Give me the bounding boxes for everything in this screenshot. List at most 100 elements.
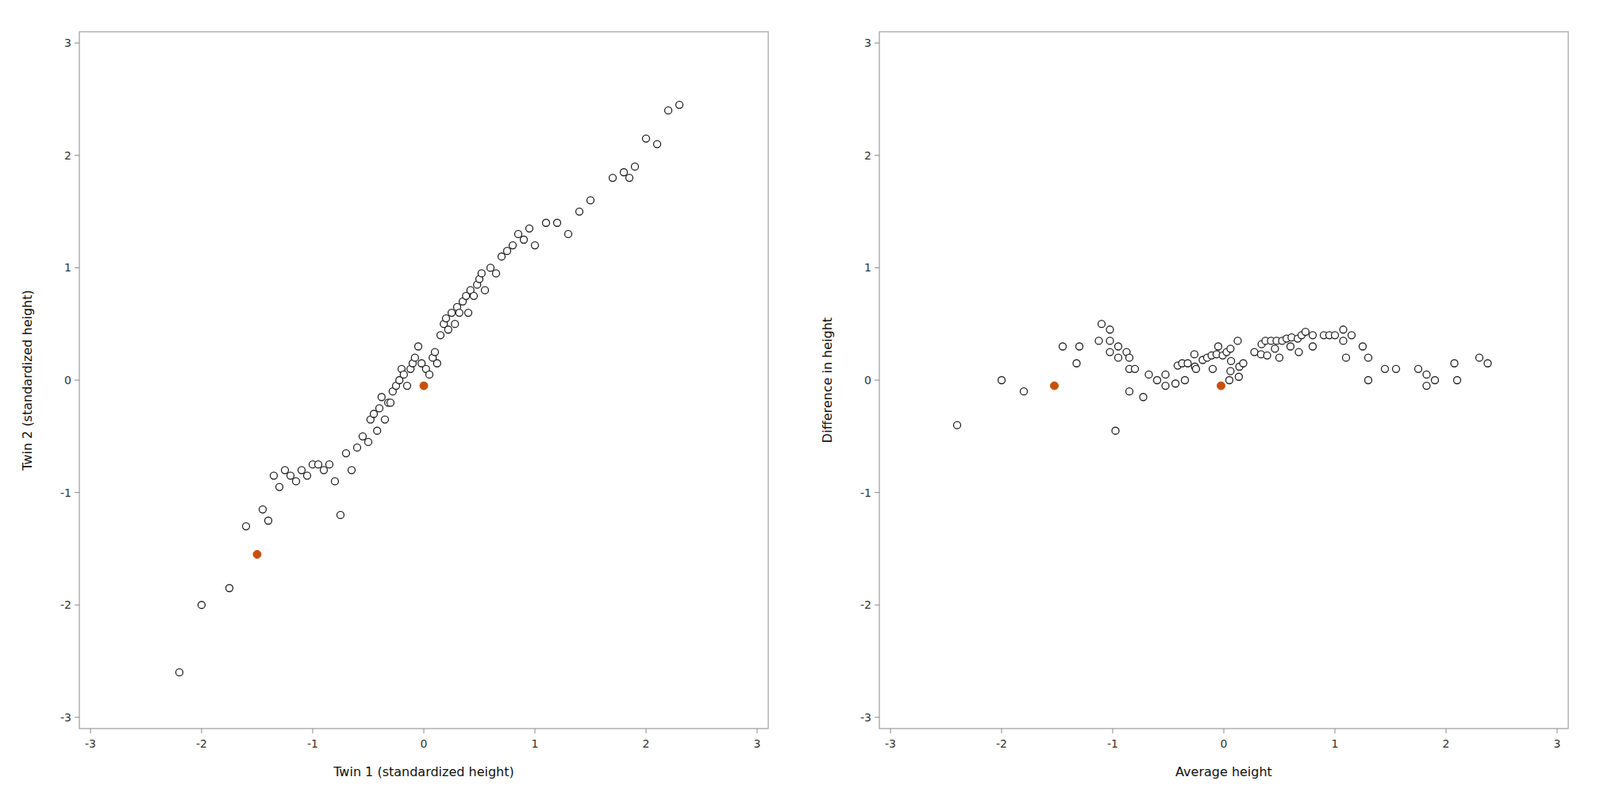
point	[653, 140, 662, 148]
point	[1192, 365, 1200, 373]
point	[1365, 376, 1373, 385]
point	[1309, 342, 1317, 350]
y-tick-label: -2	[60, 598, 72, 612]
point	[998, 376, 1006, 385]
point	[1145, 370, 1153, 378]
point	[1381, 365, 1389, 373]
point	[370, 410, 378, 418]
x-tick	[1557, 728, 1558, 734]
point	[242, 523, 250, 531]
point	[1342, 353, 1350, 362]
y-tick-label: 3	[64, 36, 72, 50]
point	[1226, 367, 1235, 375]
point	[265, 517, 273, 525]
point	[1234, 337, 1242, 345]
series	[1050, 381, 1226, 390]
x-axis-label: Twin 1 (standardized height)	[332, 764, 515, 780]
point	[1106, 348, 1114, 356]
point	[1423, 370, 1431, 378]
point	[431, 348, 439, 356]
point	[426, 370, 434, 378]
y-tick	[874, 492, 880, 493]
x-tick	[646, 728, 647, 734]
series	[176, 101, 684, 677]
point	[326, 461, 334, 469]
point	[565, 230, 573, 238]
point	[270, 472, 278, 480]
point	[620, 169, 628, 177]
point	[1339, 337, 1347, 345]
point	[1365, 353, 1373, 362]
point	[1111, 426, 1120, 435]
point	[509, 242, 517, 250]
point	[320, 466, 328, 474]
x-tick	[423, 728, 425, 734]
point	[526, 224, 534, 232]
x-tick-label: 2	[642, 737, 650, 750]
point	[400, 370, 408, 378]
point	[1415, 365, 1423, 373]
point	[226, 584, 234, 592]
point	[1309, 331, 1317, 339]
point	[1050, 381, 1059, 390]
point	[1271, 345, 1279, 353]
y-tick	[74, 380, 80, 381]
point	[419, 381, 428, 390]
point	[1295, 348, 1303, 356]
point	[433, 359, 441, 367]
x-tick	[201, 728, 203, 734]
point	[503, 247, 512, 255]
point	[376, 404, 384, 412]
x-tick-label: 1	[1331, 737, 1339, 750]
series	[253, 381, 428, 558]
point	[1161, 382, 1170, 390]
point	[626, 174, 634, 182]
x-tick-label: -2	[196, 737, 208, 750]
y-tick-label: 0	[864, 373, 872, 387]
x-tick-label: 0	[1220, 737, 1228, 750]
point	[1239, 359, 1247, 367]
point	[1215, 342, 1223, 350]
x-tick-label: -3	[884, 737, 897, 750]
point	[359, 432, 367, 440]
point	[1359, 342, 1367, 350]
point	[259, 505, 267, 513]
point	[631, 162, 639, 170]
y-tick-label: -3	[60, 711, 72, 724]
point	[587, 196, 595, 204]
point	[1153, 376, 1162, 385]
y-tick-label: 3	[864, 36, 872, 50]
point	[1020, 388, 1028, 396]
point	[381, 415, 389, 424]
point	[176, 669, 184, 677]
y-tick	[74, 267, 80, 269]
point	[1301, 328, 1309, 336]
point	[1098, 320, 1106, 328]
point	[403, 382, 412, 390]
point	[1287, 342, 1295, 350]
point	[1209, 365, 1217, 373]
point	[1190, 350, 1198, 358]
y-tick-label: 1	[64, 261, 72, 274]
point	[1095, 337, 1103, 345]
x-tick	[890, 728, 892, 734]
x-tick-label: -1	[307, 737, 319, 750]
x-tick	[90, 728, 92, 734]
y-tick-label: 0	[64, 373, 72, 387]
point	[292, 477, 300, 485]
x-tick	[1446, 728, 1447, 734]
point	[281, 466, 289, 474]
y-tick	[874, 267, 880, 269]
point	[377, 393, 385, 401]
y-tick	[874, 154, 880, 156]
y-tick	[74, 154, 80, 156]
point	[315, 461, 323, 469]
y-tick-label: 1	[864, 261, 872, 274]
point	[665, 107, 673, 115]
point	[1126, 388, 1134, 396]
point	[470, 292, 478, 300]
y-tick	[74, 716, 80, 718]
point	[481, 286, 489, 294]
panel: -3-2-10123-3-2-10123Twin 1 (standardized…	[19, 31, 769, 780]
x-tick	[312, 728, 314, 734]
